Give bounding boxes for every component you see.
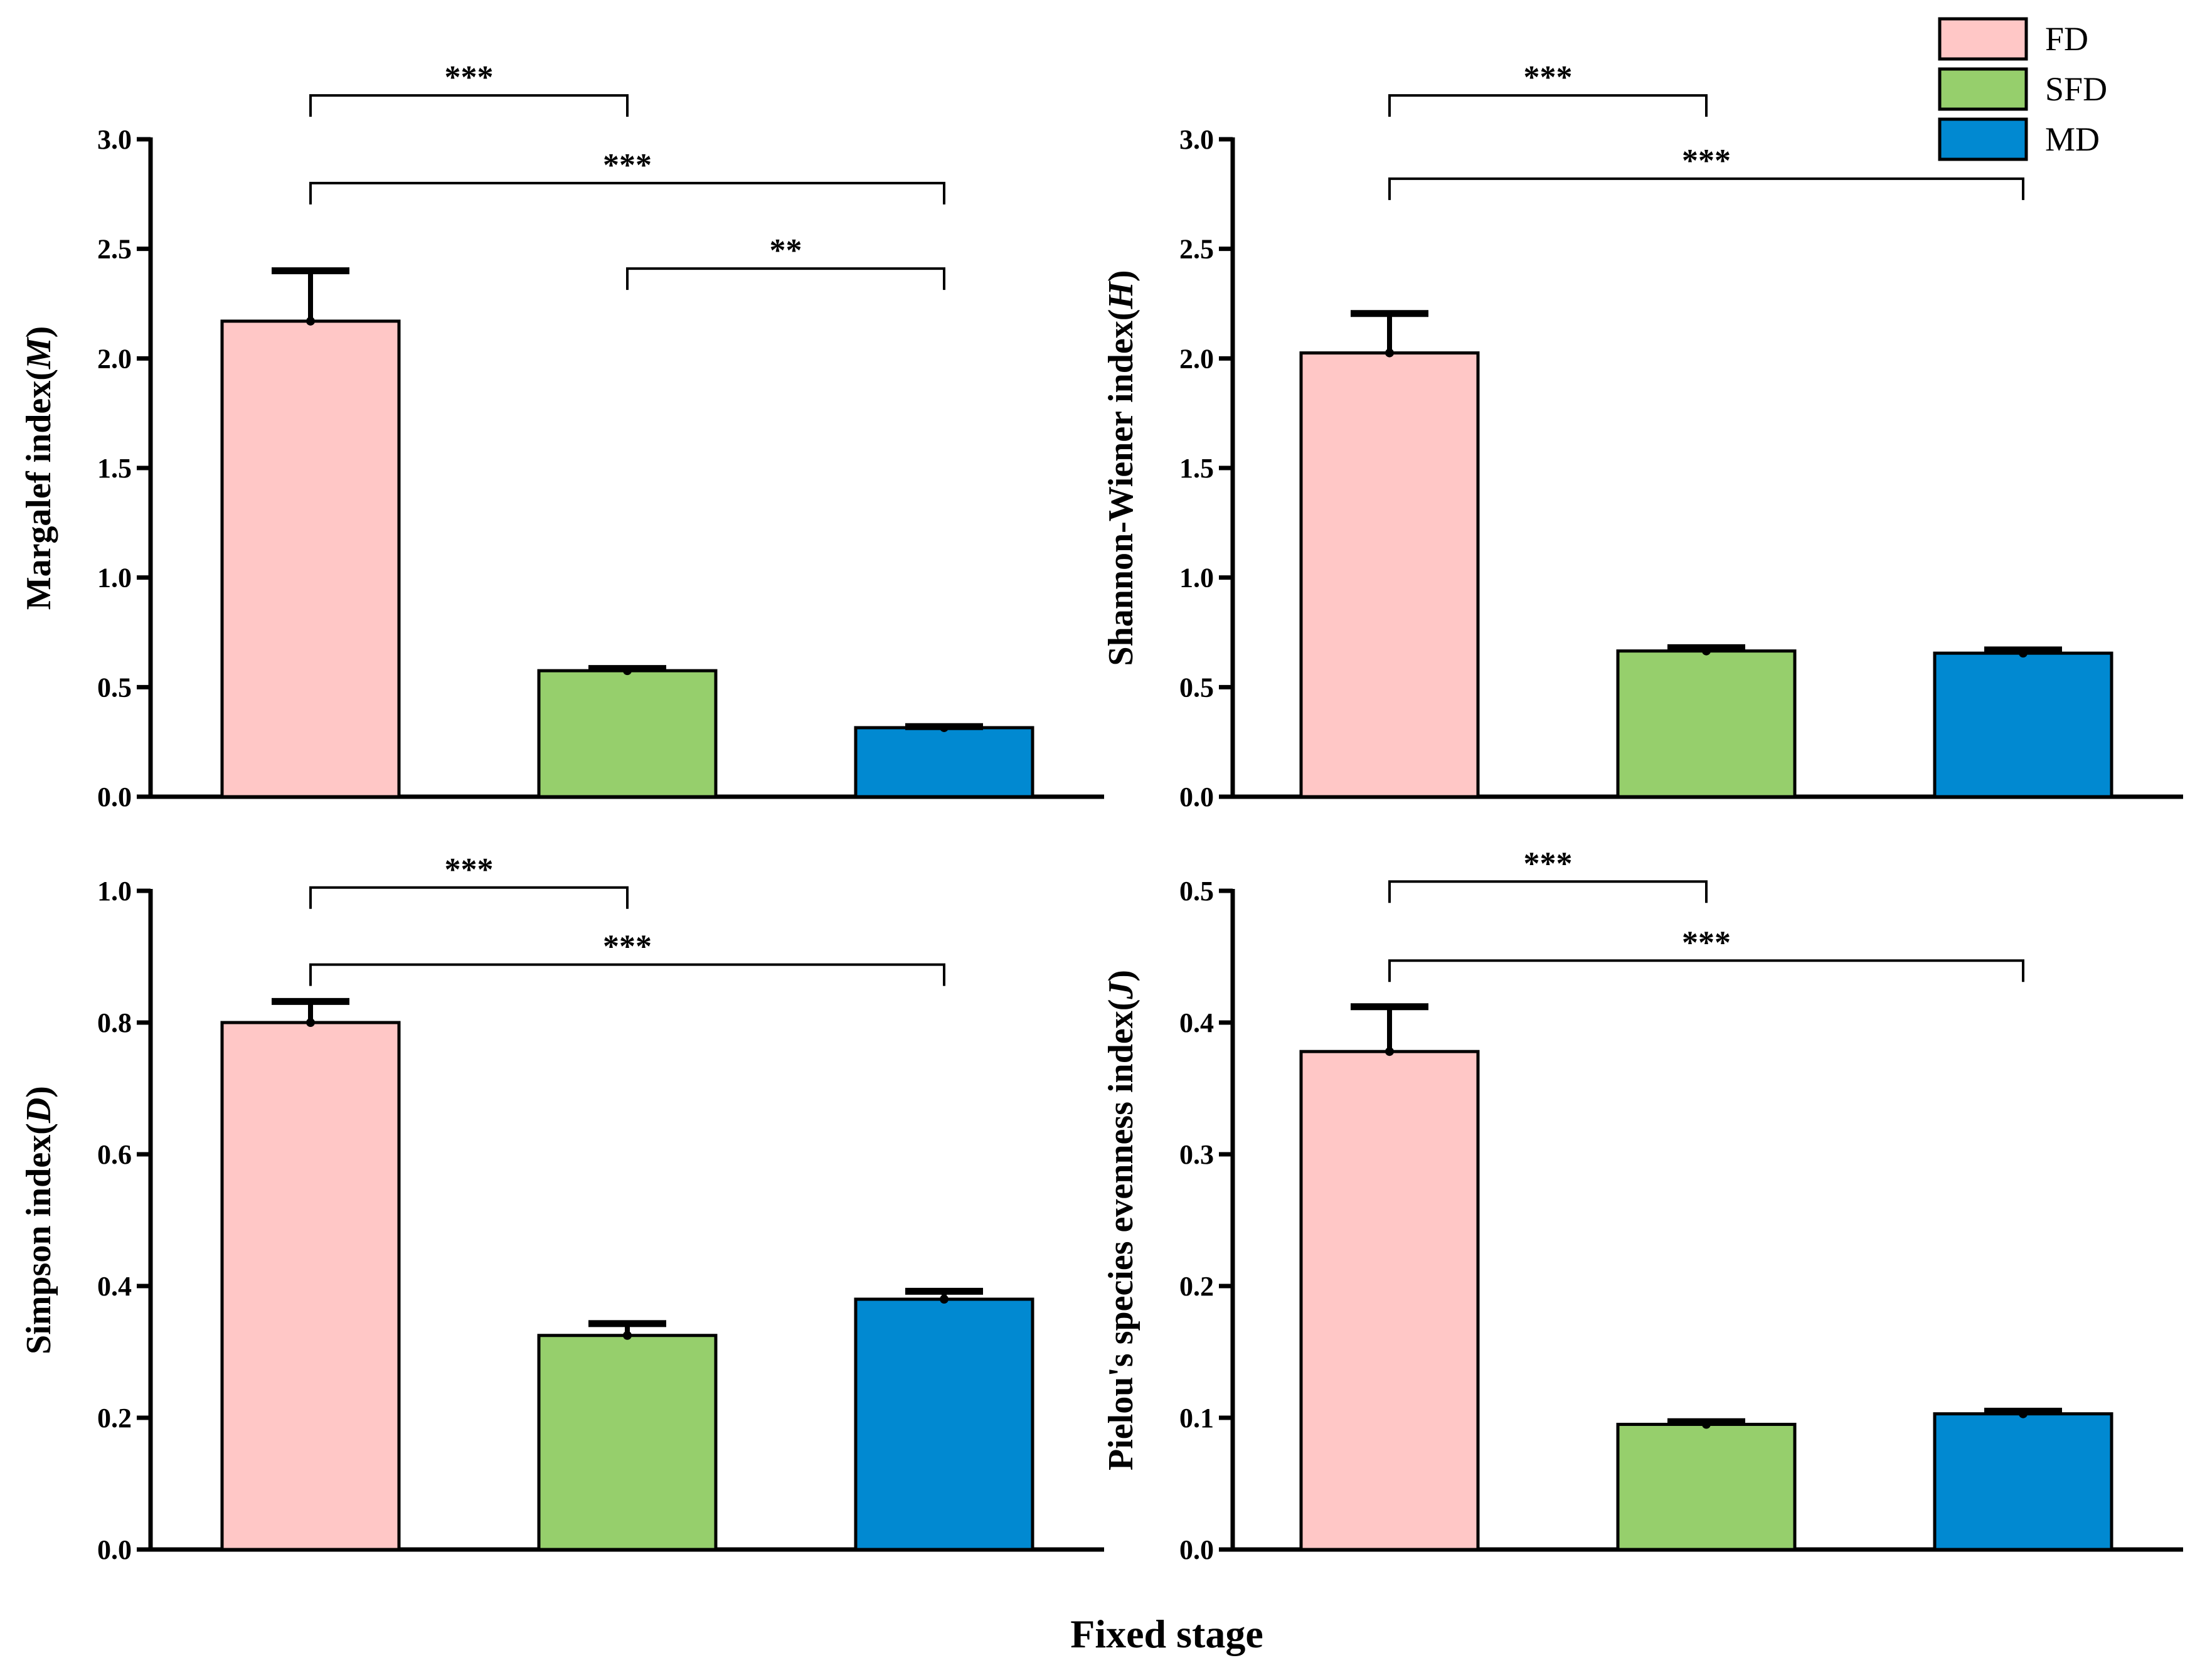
- bar-fd: [1299, 1050, 1480, 1551]
- bar-sfd: [1616, 1423, 1797, 1551]
- y-tick-label: 1.0: [97, 563, 132, 593]
- y-tick-label: 3.0: [97, 124, 132, 155]
- panel-top-right: 0.0 0.5 1.0 1.5 2.0 2.5 3.0 Shannon-Wiener inde…: [1102, 60, 2183, 812]
- y-tick-label: 1.5: [1179, 453, 1214, 484]
- significance-label: ***: [445, 852, 494, 888]
- y-axis-title: Pielou's species evenness index(J): [1102, 970, 1140, 1470]
- y-tick-label: 0.3: [1179, 1139, 1214, 1170]
- mean-dot-sfd: [1702, 646, 1711, 656]
- y-tick-label: 2.5: [97, 234, 132, 265]
- y-tick-label: 1.0: [1179, 563, 1214, 593]
- mean-dot-md: [940, 1295, 949, 1304]
- y-tick-label: 2.0: [1179, 343, 1214, 374]
- y-axis-title: Shannon-Wiener index(H): [1102, 270, 1140, 666]
- significance-label: ***: [445, 60, 494, 95]
- y-tick-label: 0.0: [1179, 1534, 1214, 1565]
- significance-label: **: [770, 233, 802, 268]
- panel-top-left: 0.0 0.5 1.0 1.5 2.0 2.5 3.0 Margalef index(M) **…: [19, 60, 1104, 812]
- significance-bracket: [1388, 94, 1708, 117]
- bar-fd: [220, 1021, 401, 1551]
- significance-bracket: [309, 94, 629, 117]
- y-tick-label: 0.0: [97, 782, 132, 812]
- mean-dot-md: [940, 723, 949, 732]
- significance-bracket: [1388, 959, 2024, 982]
- legend: FD SFD MD: [1938, 17, 2107, 161]
- bar-fd: [220, 319, 401, 799]
- bar-sfd: [537, 1334, 718, 1551]
- bar-fd: [1299, 351, 1480, 799]
- bar-md: [854, 1297, 1034, 1551]
- significance-label: ***: [603, 929, 652, 965]
- mean-dot-sfd: [623, 666, 632, 676]
- legend-label-md: MD: [2045, 120, 2100, 158]
- legend-swatch-fd: [1938, 17, 2028, 61]
- significance-bracket: [309, 886, 629, 909]
- significance-bracket: [309, 181, 945, 205]
- y-tick-label: 0.1: [1179, 1403, 1214, 1433]
- mean-dot-fd: [306, 316, 315, 326]
- legend-label-sfd: SFD: [2045, 70, 2107, 108]
- panel-bottom-left: 0.0 0.2 0.4 0.6 0.8 1.0 Simpson index(D) *** ***: [19, 852, 1104, 1565]
- bar-sfd: [537, 669, 718, 799]
- bar-md: [1933, 1412, 2113, 1551]
- y-tick-label: 0.6: [97, 1139, 132, 1170]
- y-tick-label: 3.0: [1179, 124, 1214, 155]
- y-tick-label: 0.2: [97, 1403, 132, 1433]
- mean-dot-md: [2019, 1409, 2028, 1418]
- mean-dot-sfd: [1702, 1420, 1711, 1429]
- y-axis-title: Margalef index(M): [19, 326, 58, 610]
- bar-md: [1933, 651, 2113, 799]
- y-tick-label: 1.5: [97, 453, 132, 484]
- y-tick-label: 2.5: [1179, 234, 1214, 265]
- mean-dot-md: [2019, 649, 2028, 658]
- significance-bracket: [626, 267, 945, 290]
- y-tick-label: 0.5: [1179, 876, 1214, 906]
- significance-label: ***: [1524, 846, 1573, 881]
- panel-bottom-right: 0.0 0.1 0.2 0.3 0.4 0.5 Pielou's species evenn…: [1102, 846, 2183, 1565]
- significance-label: ***: [1682, 143, 1731, 179]
- mean-dot-fd: [306, 1018, 315, 1027]
- legend-swatch-md: [1938, 117, 2028, 161]
- y-tick-label: 0.5: [97, 672, 132, 703]
- y-tick-label: 0.2: [1179, 1271, 1214, 1302]
- significance-label: ***: [1524, 60, 1573, 95]
- y-axis-title: Simpson index(D): [19, 1086, 58, 1354]
- y-tick-label: 0.0: [1179, 782, 1214, 812]
- legend-swatch-sfd: [1938, 67, 2028, 111]
- y-tick-label: 2.0: [97, 343, 132, 374]
- legend-label-fd: FD: [2045, 20, 2088, 58]
- x-axis-title: Fixed stage: [1070, 1612, 1263, 1656]
- significance-bracket: [309, 963, 945, 986]
- bar-md: [854, 726, 1034, 799]
- mean-dot-fd: [1385, 348, 1394, 358]
- y-tick-label: 0.8: [97, 1007, 132, 1038]
- y-tick-label: 1.0: [97, 876, 132, 906]
- mean-dot-sfd: [623, 1331, 632, 1340]
- significance-bracket: [1388, 880, 1708, 903]
- y-tick-label: 0.5: [1179, 672, 1214, 703]
- y-tick-label: 0.0: [97, 1534, 132, 1565]
- mean-dot-fd: [1385, 1047, 1394, 1056]
- y-tick-label: 0.4: [97, 1271, 132, 1302]
- significance-bracket: [1388, 177, 2024, 200]
- significance-label: ***: [603, 147, 652, 183]
- significance-label: ***: [1682, 925, 1731, 960]
- y-tick-label: 0.4: [1179, 1007, 1214, 1038]
- bar-sfd: [1616, 649, 1797, 799]
